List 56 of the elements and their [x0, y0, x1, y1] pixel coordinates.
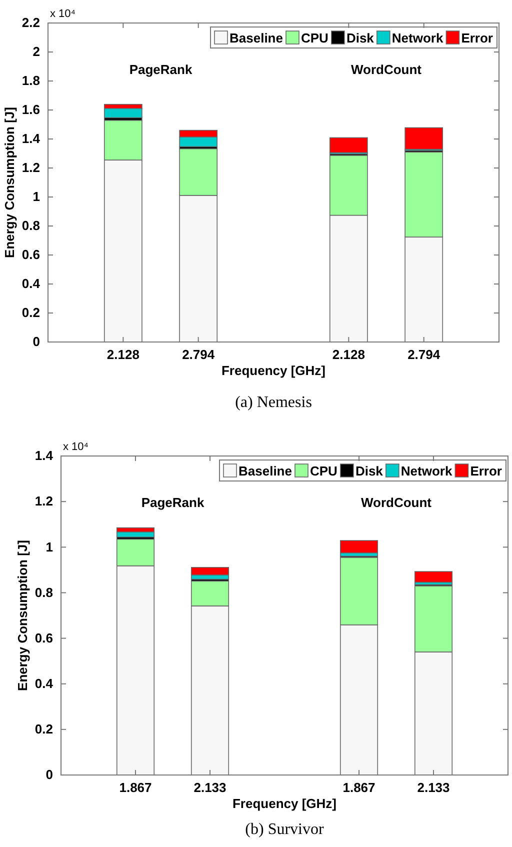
bar — [329, 137, 368, 154]
bar — [340, 540, 378, 554]
y-tick-label: 0.4 — [34, 676, 54, 692]
y-axis-title: Energy Consumption [J] — [2, 107, 17, 258]
x-tick-label: 2.133 — [194, 780, 226, 796]
bar — [104, 108, 142, 118]
y-tick-label: 0.2 — [34, 722, 53, 737]
y-tick-label: 1.4 — [34, 448, 54, 464]
x-tick-label: 2.794 — [408, 347, 441, 362]
legend-label: Error — [470, 464, 502, 478]
y-axis-title: Energy Consumption [J] — [15, 540, 30, 691]
legend-label: Disk — [355, 464, 384, 478]
text: x 10⁴ — [50, 8, 76, 20]
legend-label: Baseline — [230, 30, 283, 46]
y-tick-label: 0.6 — [34, 630, 53, 646]
legend-label: CPU — [300, 30, 328, 46]
y-tick-label: 0.8 — [22, 218, 40, 234]
annotation: WordCount — [350, 62, 422, 78]
legend-label: Baseline — [238, 464, 292, 478]
legend-label: Network — [392, 30, 444, 46]
x-tick-label: 2.794 — [182, 347, 216, 362]
y-tick-label: 1.2 — [34, 494, 53, 509]
annotation: PageRank — [141, 495, 205, 510]
bar — [414, 571, 453, 583]
text: (a) Nemesis — [235, 394, 312, 411]
bar — [190, 567, 230, 576]
y-tick-label: 0.4 — [22, 276, 41, 292]
y-tick-label: 1.4 — [22, 131, 41, 146]
y-tick-label: 1.2 — [22, 160, 40, 176]
x-tick-label: 2.133 — [417, 780, 450, 796]
x-tick-label: 2.128 — [106, 347, 140, 362]
y-tick-label: 0 — [32, 334, 40, 350]
legend-label: Disk — [346, 30, 375, 46]
x-tick-label: 1.867 — [119, 780, 152, 796]
y-tick-label: 2 — [32, 44, 40, 60]
y-tick-label: 1 — [32, 189, 40, 204]
y-tick-label: 2.2 — [22, 15, 40, 30]
bar — [404, 127, 444, 150]
legend-label: Error — [461, 30, 493, 46]
y-tick-label: 0 — [46, 767, 53, 782]
x-tick-label: 2.128 — [332, 347, 365, 362]
y-tick-label: 1 — [46, 539, 53, 554]
x-axis-title: Frequency [GHz] — [221, 363, 326, 378]
text: (b) Survivor — [245, 821, 324, 838]
annotation: WordCount — [360, 495, 432, 510]
x-axis-title: Frequency [GHz] — [232, 796, 337, 811]
y-tick-label: 1.8 — [22, 73, 40, 88]
legend-label: CPU — [310, 464, 338, 478]
x-tick-label: 1.867 — [342, 780, 376, 796]
legend-label: Network — [400, 464, 453, 478]
annotation: PageRank — [129, 62, 193, 78]
y-tick-label: 0.6 — [22, 247, 40, 262]
y-tick-label: 0.8 — [34, 584, 53, 600]
y-tick-label: 1.6 — [22, 102, 40, 118]
text: x 10⁴ — [63, 441, 89, 453]
y-tick-label: 0.2 — [22, 305, 40, 320]
